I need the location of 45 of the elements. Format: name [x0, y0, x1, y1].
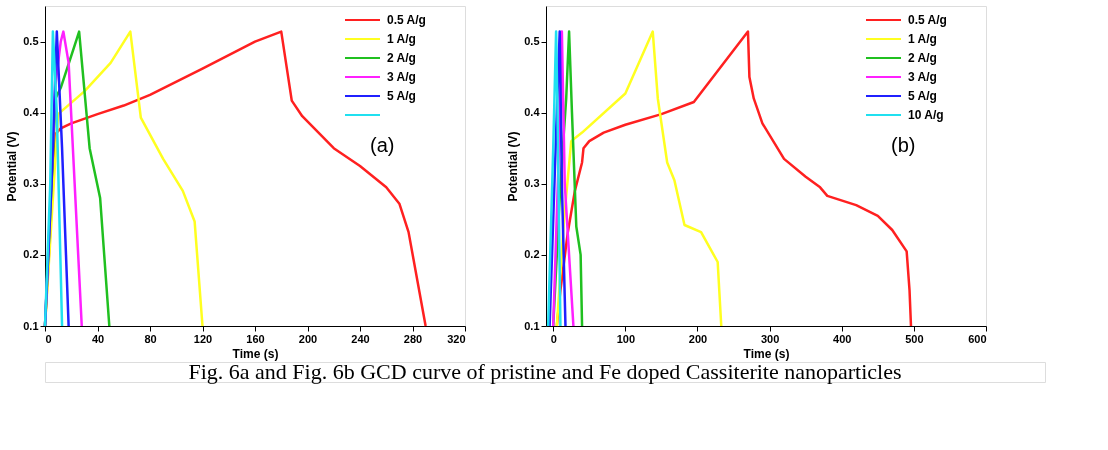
legend-label: 2 A/g — [908, 51, 937, 65]
x-tick-label: 0 — [550, 332, 557, 345]
x-tick-label: 600 — [968, 332, 987, 345]
legend-label: 5 A/g — [908, 89, 937, 103]
y-tick-label: 0.3 — [524, 177, 540, 190]
x-axis-title: Time (s) — [743, 346, 790, 361]
y-tick-label: 0.1 — [524, 319, 540, 332]
legend-label: 0.5 A/g — [387, 13, 426, 27]
legend-label: 1 A/g — [387, 32, 416, 46]
x-tick-label: 300 — [760, 332, 780, 345]
legend-label: 3 A/g — [387, 70, 416, 84]
legend-label: 5 A/g — [387, 89, 416, 103]
y-tick-label: 0.3 — [23, 177, 39, 190]
y-tick-label: 0.5 — [23, 35, 39, 48]
y-axis-title: Potential (V) — [5, 131, 20, 202]
x-tick-label: 0 — [45, 332, 52, 345]
legend-label: 0.5 A/g — [908, 13, 947, 27]
x-tick-label: 240 — [351, 332, 370, 345]
line-series — [43, 30, 64, 328]
x-tick-label: 280 — [403, 332, 423, 345]
x-axis-title: Time (s) — [232, 346, 279, 361]
x-tick-label: 160 — [246, 332, 265, 345]
x-tick-label: 400 — [833, 332, 852, 345]
x-tick-label: 40 — [91, 332, 105, 345]
x-tick-label: 500 — [905, 332, 924, 345]
y-tick-label: 0.5 — [524, 35, 540, 48]
line-series — [546, 30, 562, 328]
annotation: (a) — [370, 134, 395, 156]
y-tick-label: 0.2 — [524, 248, 540, 261]
y-tick-label: 0.4 — [524, 106, 541, 119]
y-tick-label: 0.1 — [23, 319, 39, 332]
x-tick-label: 320 — [447, 332, 466, 345]
legend-label: 3 A/g — [908, 70, 937, 84]
x-tick-label: 100 — [616, 332, 636, 345]
x-tick-label: 200 — [688, 332, 708, 345]
annotation: (b) — [891, 134, 916, 156]
x-tick-label: 120 — [193, 332, 213, 345]
x-tick-label: 200 — [298, 332, 318, 345]
x-tick-label: 80 — [144, 332, 157, 345]
legend-label: 2 A/g — [387, 51, 416, 65]
y-tick-label: 0.4 — [23, 106, 40, 119]
legend-label: 1 A/g — [908, 32, 937, 46]
legend-label: 10 A/g — [908, 108, 944, 122]
y-axis-title: Potential (V) — [506, 131, 521, 202]
y-tick-label: 0.2 — [23, 248, 39, 261]
